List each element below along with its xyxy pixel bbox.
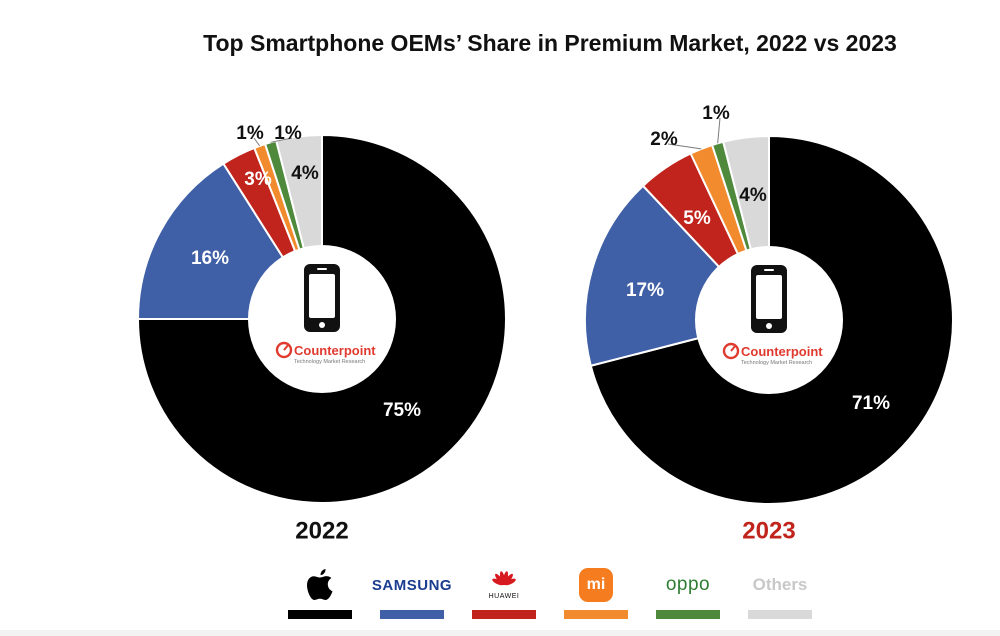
counterpoint-tagline: Technology Market Research bbox=[294, 359, 365, 365]
counterpoint-brand-text: Counterpoint bbox=[294, 343, 376, 358]
data-label-2023-oppo: 1% bbox=[702, 103, 730, 124]
legend-item-samsung: SAMSUNG bbox=[372, 560, 452, 626]
legend-swatch-others bbox=[748, 610, 812, 619]
data-label-2022-samsung: 16% bbox=[191, 248, 229, 269]
legend-swatch-huawei bbox=[472, 610, 536, 619]
legend-item-huawei: HUAWEI bbox=[464, 560, 544, 626]
xiaomi-logo: mi bbox=[579, 568, 613, 602]
samsung-logo: SAMSUNG bbox=[371, 576, 453, 594]
smartphone-icon bbox=[304, 264, 340, 332]
data-label-2023-others: 4% bbox=[739, 185, 767, 206]
legend-swatch-xiaomi bbox=[564, 610, 628, 619]
leader-line-2022-xiaomi bbox=[253, 137, 261, 147]
legend-swatch-samsung bbox=[380, 610, 444, 619]
chart-title: Top Smartphone OEMs’ Share in Premium Ma… bbox=[203, 30, 897, 56]
legend-swatch-apple bbox=[288, 610, 352, 619]
data-label-2022-huawei: 3% bbox=[244, 169, 272, 190]
leader-line-2023-xiaomi bbox=[667, 143, 702, 150]
leader-line-2023-oppo bbox=[717, 117, 721, 144]
data-label-2023-samsung: 17% bbox=[626, 280, 664, 301]
data-label-2023-apple: 71% bbox=[852, 393, 890, 414]
page-bottom-edge bbox=[0, 630, 1000, 636]
legend-item-xiaomi: mi bbox=[556, 560, 636, 626]
data-label-2022-xiaomi: 1% bbox=[236, 123, 264, 144]
legend-item-others: Others bbox=[740, 560, 820, 626]
smartphone-icon bbox=[751, 265, 787, 333]
year-label-2022: 2022 bbox=[295, 517, 348, 544]
data-label-2022-apple: 75% bbox=[383, 400, 421, 421]
others-label: Others bbox=[752, 575, 808, 594]
counterpoint-brand-text: Counterpoint bbox=[741, 344, 823, 359]
huawei-logo: HUAWEI bbox=[464, 566, 544, 604]
data-label-2023-xiaomi: 2% bbox=[650, 129, 678, 150]
legend-swatch-oppo bbox=[656, 610, 720, 619]
leader-line-2022-oppo bbox=[270, 137, 293, 143]
data-label-2022-others: 4% bbox=[291, 163, 319, 184]
slice-2022-apple bbox=[136, 133, 507, 504]
huawei-flower-icon bbox=[492, 571, 516, 586]
oppo-logo: oppo bbox=[665, 574, 711, 595]
legend-item-apple bbox=[280, 560, 360, 626]
data-label-2023-huawei: 5% bbox=[683, 208, 711, 229]
counterpoint-tagline: Technology Market Research bbox=[741, 360, 812, 366]
data-label-2022-oppo: 1% bbox=[274, 123, 302, 144]
legend-item-oppo: oppo bbox=[648, 560, 728, 626]
apple-logo-icon bbox=[280, 566, 360, 604]
legend: SAMSUNG HUAWEI mi oppo Others bbox=[280, 560, 840, 630]
year-label-2023: 2023 bbox=[742, 517, 795, 544]
